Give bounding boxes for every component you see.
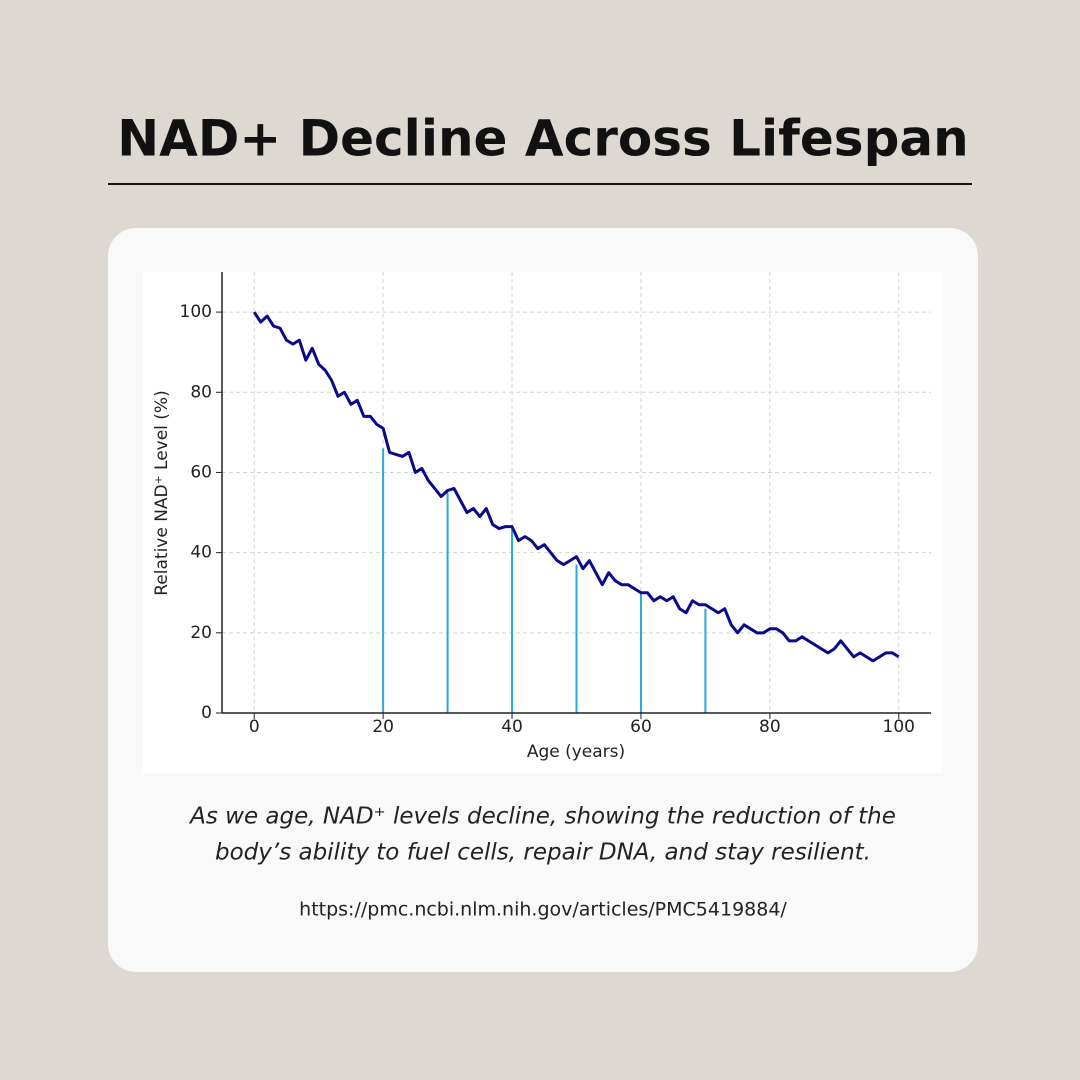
source-link: https://pmc.ncbi.nlm.nih.gov/articles/PM… bbox=[299, 899, 787, 921]
y-tick-label: 60 bbox=[190, 462, 212, 482]
x-tick-label: 20 bbox=[372, 717, 394, 737]
caption: As we age, NAD⁺ levels decline, showing … bbox=[188, 804, 896, 830]
caption: body’s ability to fuel cells, repair DNA… bbox=[215, 840, 871, 866]
x-tick-label: 100 bbox=[883, 717, 915, 737]
y-tick-label: 40 bbox=[190, 543, 212, 563]
y-tick-label: 0 bbox=[201, 703, 212, 723]
y-tick-label: 20 bbox=[190, 623, 212, 643]
heading: NAD+ Decline Across Lifespan bbox=[117, 110, 968, 168]
y-tick-label: 100 bbox=[180, 302, 212, 322]
x-axis-label: Age (years) bbox=[527, 742, 625, 762]
x-tick-label: 60 bbox=[630, 717, 652, 737]
chart-area bbox=[143, 272, 942, 773]
x-tick-label: 0 bbox=[249, 717, 260, 737]
x-tick-label: 80 bbox=[759, 717, 781, 737]
y-tick-label: 80 bbox=[190, 382, 212, 402]
line-series bbox=[252, 311, 900, 663]
y-axis-label: Relative NAD⁺ Level (%) bbox=[152, 390, 172, 595]
x-tick-label: 40 bbox=[501, 717, 523, 737]
